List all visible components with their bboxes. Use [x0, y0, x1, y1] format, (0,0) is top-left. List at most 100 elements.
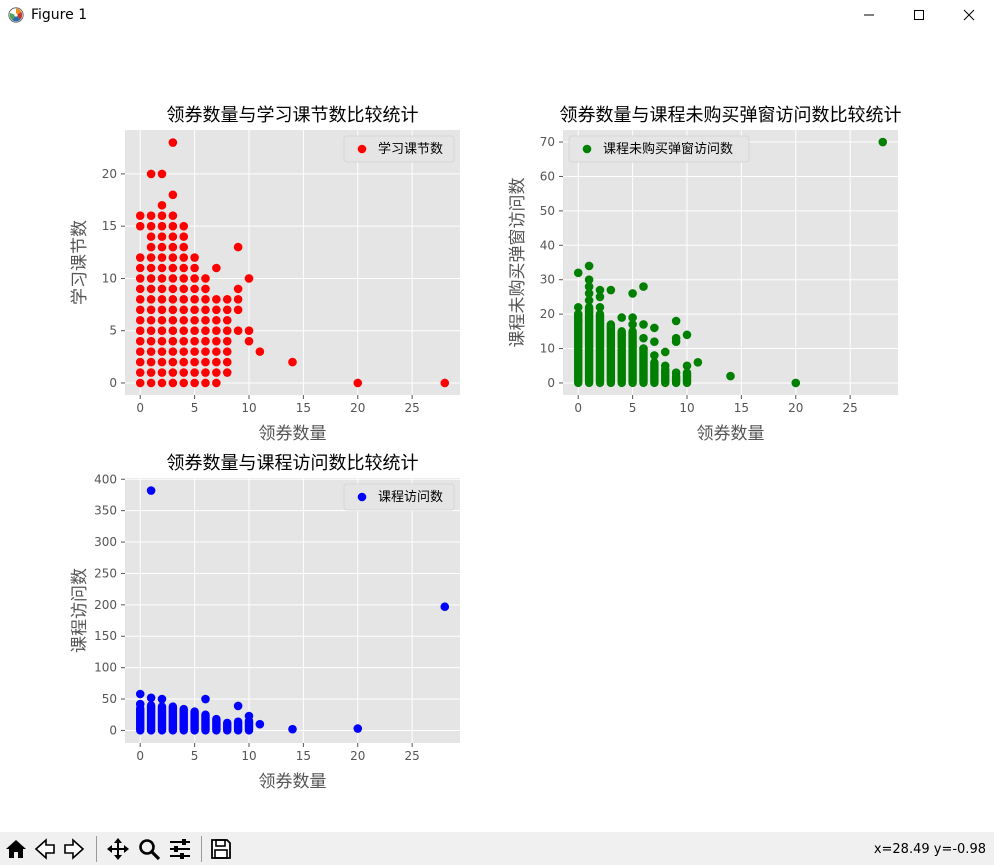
x-tick-label: 15 [296, 401, 311, 415]
data-point [212, 315, 221, 325]
data-point [157, 305, 167, 315]
data-point [201, 336, 210, 346]
data-point [190, 326, 199, 336]
data-point [179, 305, 189, 315]
data-point [157, 315, 167, 325]
data-point [353, 378, 363, 388]
data-point [190, 336, 199, 346]
data-point [222, 295, 232, 304]
forward-button[interactable] [60, 835, 88, 863]
data-point [573, 316, 583, 326]
y-tick-label: 250 [94, 566, 117, 580]
cursor-coordinates: x=28.49 y=-0.98 [873, 842, 986, 857]
floppy-disk-icon [211, 839, 231, 859]
data-point [135, 326, 145, 336]
data-point [584, 261, 594, 271]
data-point [157, 221, 167, 231]
data-point [179, 378, 189, 388]
data-point [168, 315, 178, 325]
y-tick-label: 100 [94, 661, 117, 675]
x-tick-label: 25 [843, 401, 858, 415]
data-point [639, 282, 648, 291]
data-point [212, 378, 221, 388]
data-point-column [168, 702, 178, 735]
data-point [179, 357, 189, 367]
window-titlebar: Figure 1 [0, 0, 994, 30]
pan-button[interactable] [104, 835, 132, 863]
data-point [135, 699, 145, 709]
y-tick-label: 60 [540, 169, 555, 183]
back-button[interactable] [31, 835, 59, 863]
data-point [201, 357, 210, 367]
data-point [157, 200, 167, 210]
data-point [168, 190, 178, 200]
chart-2: 0 5 10 15 20 25 0 10 20 30 40 50 60 70 领券数量与课程未购买弹窗访问数… [508, 105, 902, 444]
zoom-button[interactable] [135, 835, 163, 863]
data-point [179, 232, 189, 241]
data-point [190, 263, 199, 273]
minimize-button[interactable] [844, 0, 894, 30]
data-point [222, 357, 232, 367]
data-point [146, 169, 156, 179]
data-point [650, 323, 659, 333]
data-point-column [682, 368, 692, 388]
save-button[interactable] [207, 835, 235, 863]
figure-svg: 0 5 10 15 20 2505101520领券数量与学习课节数比较统计领券数量学习课节… [70, 105, 902, 792]
data-point [135, 274, 145, 283]
data-point-column [639, 344, 648, 388]
data-point [201, 274, 210, 283]
arrow-left-icon [34, 838, 55, 860]
data-point [682, 330, 692, 340]
y-tick-label: 50 [102, 692, 117, 706]
data-point [584, 275, 594, 285]
data-point [135, 357, 145, 367]
maximize-button[interactable] [894, 0, 944, 30]
data-point [671, 368, 681, 377]
y-tick-label: 150 [94, 629, 117, 643]
data-point-column [190, 707, 199, 735]
x-tick-label: 0 [136, 401, 144, 415]
data-point [190, 284, 199, 294]
figure-canvas[interactable]: 0 5 10 15 20 25 0 5 10 15 20 领券数量与学习课节数比较统计 领券数量 学习课节… [0, 30, 994, 832]
data-point [628, 320, 637, 329]
y-tick-label: 350 [94, 504, 117, 518]
data-point [179, 274, 189, 283]
chart-3: 0 5 10 15 20 25050100150200250300350400领券数量与课… [70, 453, 460, 792]
data-point [190, 295, 199, 304]
data-point [878, 137, 888, 147]
data-point [233, 284, 243, 294]
home-button[interactable] [2, 835, 30, 863]
legend-box [343, 483, 455, 511]
data-point [168, 221, 178, 231]
data-point [201, 326, 210, 336]
home-icon [6, 840, 26, 858]
data-point [190, 368, 199, 377]
data-point [146, 693, 156, 703]
data-point [135, 263, 145, 273]
data-point [179, 221, 189, 231]
chart-title: 领券数量与课程未购买弹窗访问数比较统计 [560, 105, 902, 126]
data-point [190, 253, 199, 262]
data-point [157, 253, 167, 262]
data-point [190, 347, 199, 356]
x-axis-label: 领券数量 [697, 424, 765, 444]
data-point [135, 221, 145, 231]
minimize-icon [864, 14, 874, 16]
data-point [179, 326, 189, 336]
data-point [179, 284, 189, 294]
y-tick-label: 10 [102, 271, 117, 285]
configure-subplots-button[interactable] [166, 835, 194, 863]
data-point [606, 285, 616, 295]
data-point-column [136, 704, 145, 735]
data-point [146, 486, 156, 495]
close-button[interactable] [944, 0, 994, 30]
data-point [639, 333, 648, 343]
data-point [660, 361, 670, 371]
data-point [157, 274, 167, 283]
close-icon [963, 9, 975, 21]
move-arrows-icon [107, 838, 129, 860]
chart-title: 领券数量与学习课节数比较统计 [167, 105, 419, 126]
data-point [146, 336, 156, 346]
x-tick-label: 25 [405, 749, 420, 763]
data-point [168, 378, 178, 388]
